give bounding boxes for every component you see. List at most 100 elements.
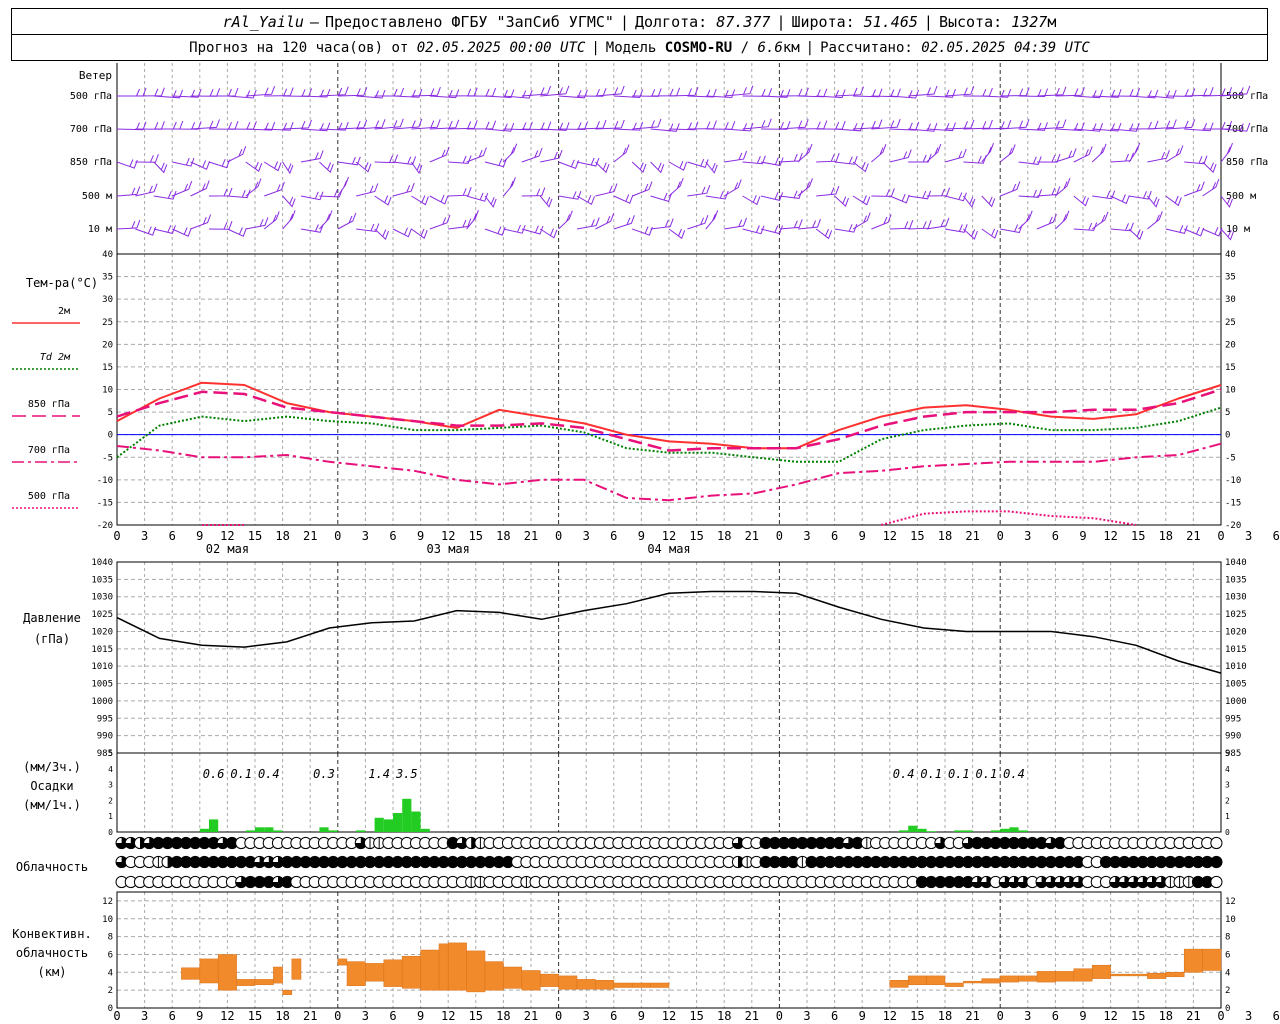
wind-barb — [135, 183, 158, 197]
wind-barb — [779, 190, 803, 199]
conv-bar — [365, 963, 385, 982]
wind-barb — [1000, 87, 1030, 97]
conv-xtick: 18 — [496, 1009, 510, 1023]
wind-barb — [1055, 148, 1077, 163]
wind-barb — [1128, 228, 1144, 240]
pres-ytick-right: 1030 — [1225, 593, 1247, 603]
wind-barb — [595, 119, 625, 130]
wind-barb — [1018, 189, 1042, 198]
conv-bar — [484, 961, 504, 991]
conv-xtick: 0 — [113, 1009, 120, 1023]
conv-xtick: 0 — [776, 1009, 783, 1023]
cloud-symbol — [1210, 855, 1223, 869]
wind-barb — [852, 161, 869, 173]
prec-3h-label: 3.5 — [395, 767, 418, 781]
conv-bar — [1073, 968, 1093, 982]
conv-xtick: 6 — [831, 1009, 838, 1023]
precip-bar — [393, 813, 403, 832]
pres-ytick-left: 1010 — [91, 662, 113, 672]
temp-xtick: 9 — [196, 529, 203, 543]
conv-xtick: 0 — [555, 1009, 562, 1023]
conv-bar — [503, 966, 523, 989]
wind-barb — [797, 178, 813, 197]
prec-3h-label: 0.4 — [893, 767, 915, 781]
wind-barb — [595, 85, 625, 97]
wind-barb — [944, 148, 967, 163]
prec-3h-label: 0.1 — [230, 767, 252, 781]
wind-barb — [503, 224, 526, 234]
wind-barb — [1018, 210, 1033, 230]
wind-barb — [742, 225, 765, 235]
temp-xtick: 21 — [1186, 529, 1200, 543]
prec-ytick-left: 1 — [108, 812, 113, 821]
wind-barb — [1184, 226, 1205, 237]
wind-barb — [429, 146, 450, 163]
wind-barb — [410, 161, 423, 175]
station-name: rAl_Yailu — [222, 12, 304, 31]
wind-barb — [521, 225, 544, 235]
wind-barb — [116, 121, 147, 131]
wind-barb — [1073, 146, 1093, 163]
cloud-symbol — [1136, 875, 1149, 889]
wind-barb — [1036, 86, 1067, 97]
wind-barb — [172, 181, 193, 197]
pres-ytick-right: 1005 — [1225, 680, 1247, 690]
wind-barb — [668, 177, 684, 197]
prec-ytick-right: 3 — [1225, 781, 1230, 790]
pres-ytick-left: 985 — [97, 749, 113, 759]
wind-barb — [135, 154, 159, 163]
wind-barb — [687, 185, 711, 197]
wind-barb — [153, 120, 184, 130]
wind-barb — [448, 187, 472, 197]
temp-xtick: 18 — [275, 529, 289, 543]
wind-barb — [466, 120, 497, 130]
conv-bar — [466, 950, 486, 993]
temp-xtick: 15 — [248, 529, 262, 543]
wind-barb — [1147, 119, 1177, 130]
conv-xtick: 15 — [1131, 1009, 1145, 1023]
temp-series-1 — [116, 406, 1222, 463]
wind-barb — [337, 176, 349, 197]
wind-barb — [117, 87, 147, 97]
wind-barb — [411, 119, 441, 130]
wind-barb — [374, 118, 404, 130]
conv-bar — [1110, 973, 1130, 977]
pres-ytick-left: 1000 — [91, 697, 113, 707]
conv-title-2: облачность — [16, 946, 88, 960]
wind-barb — [1036, 213, 1057, 230]
conv-xtick: 12 — [1103, 1009, 1117, 1023]
wind-barb — [926, 217, 950, 230]
wind-barb — [889, 149, 912, 163]
pres-ytick-right: 1025 — [1225, 610, 1247, 620]
conv-bar — [199, 958, 219, 984]
prec-3h-label: 0.3 — [313, 767, 335, 781]
temp-xtick: 0 — [1217, 529, 1224, 543]
prec-ylabel-top: (мм/3ч.) — [23, 760, 81, 774]
wind-barb — [1000, 224, 1023, 234]
wind-barb — [540, 85, 570, 97]
wind-barb — [742, 118, 772, 130]
conv-xtick: 3 — [803, 1009, 810, 1023]
wind-barb — [1110, 123, 1140, 132]
temp-xtick: 6 — [1273, 529, 1280, 543]
wind-barb — [245, 217, 269, 230]
conv-xtick: 18 — [275, 1009, 289, 1023]
wind-barb — [871, 144, 887, 163]
temp-xtick: 15 — [910, 529, 924, 543]
wind-barb — [632, 118, 662, 130]
pres-ytick-left: 1020 — [91, 627, 113, 637]
conv-bar — [1183, 948, 1203, 973]
wind-barb — [245, 178, 262, 197]
pres-ytick-left: 1015 — [91, 645, 113, 655]
lon-value: 87.377 — [716, 12, 771, 31]
conv-xtick: 9 — [1079, 1009, 1086, 1023]
wind-barb — [1202, 120, 1233, 130]
wind-barb — [724, 150, 748, 163]
pres-ytick-right: 985 — [1225, 749, 1241, 759]
wind-barb — [466, 210, 479, 230]
conv-xtick: 18 — [717, 1009, 731, 1023]
wind-barb — [908, 220, 932, 230]
computed-value: 02.05.2025 04:39 UTC — [921, 39, 1090, 56]
wind-barb — [576, 157, 600, 167]
wind-barb — [760, 157, 784, 167]
